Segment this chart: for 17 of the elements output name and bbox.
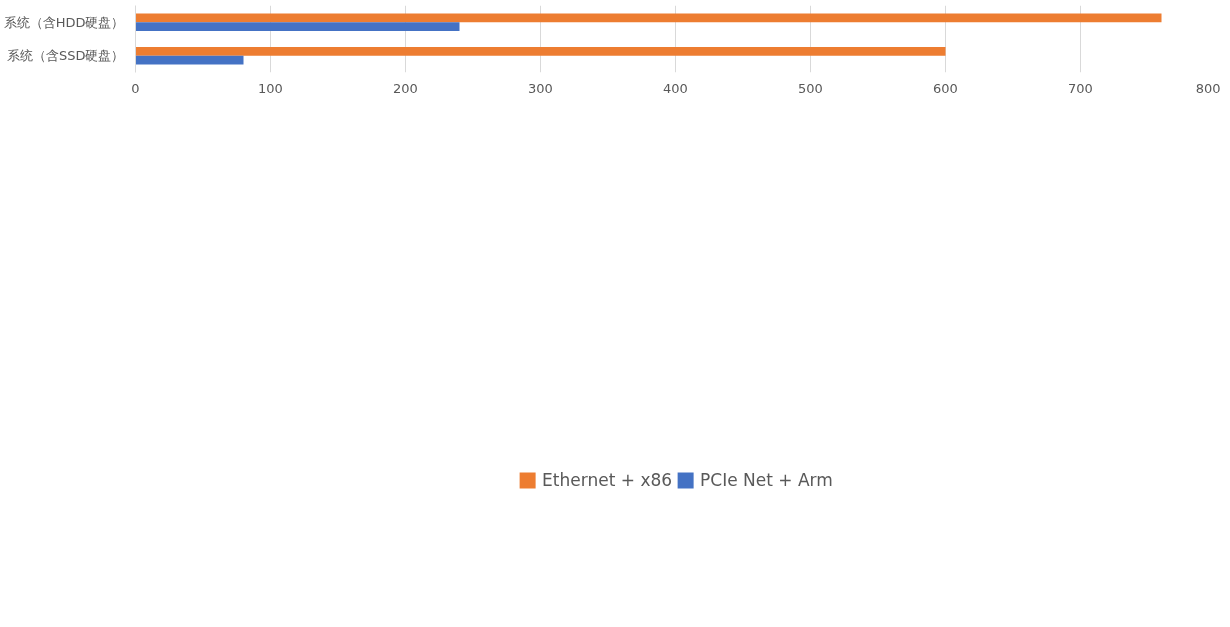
bar (135, 55, 244, 65)
x-tick-label: 100 (258, 80, 283, 96)
bar (135, 22, 460, 31)
y-tick-label: 系统（含HDD硬盘） (3, 14, 125, 30)
x-tick-label: 700 (1068, 80, 1093, 96)
bar (135, 47, 946, 56)
x-tick-label: 600 (933, 80, 958, 96)
legend-label: Ethernet + x86 (542, 470, 673, 490)
x-tick-label: 500 (798, 80, 823, 96)
x-tick-label: 200 (393, 80, 418, 96)
x-tick-label: 300 (528, 80, 553, 96)
legend-label: PCIe Net + Arm (700, 470, 833, 490)
x-tick-label: 400 (663, 80, 688, 96)
x-tick-label: 800 (1195, 80, 1221, 96)
bar (135, 13, 1162, 23)
x-tick-label: 0 (131, 80, 140, 96)
y-tick-label: 系统（含SSD硬盘） (6, 48, 125, 64)
